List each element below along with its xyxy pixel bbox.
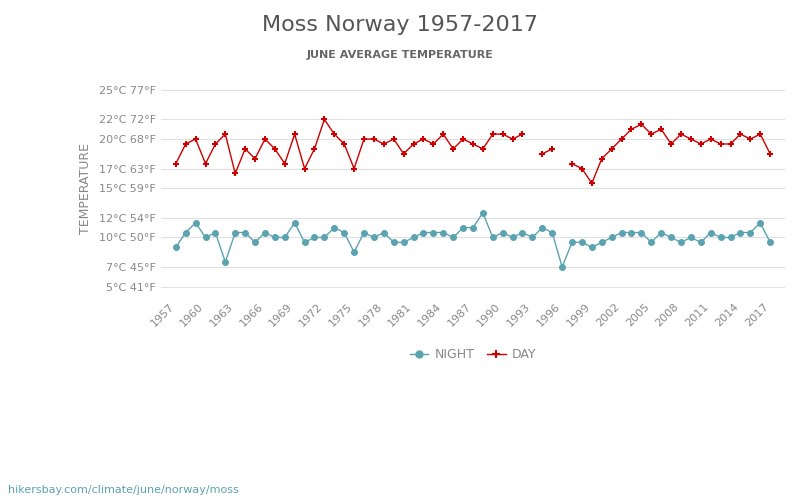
Y-axis label: TEMPERATURE: TEMPERATURE	[79, 143, 92, 234]
NIGHT	[766, 240, 775, 246]
NIGHT	[379, 230, 389, 235]
Text: hikersbay.com/climate/june/norway/moss: hikersbay.com/climate/june/norway/moss	[8, 485, 238, 495]
Text: JUNE AVERAGE TEMPERATURE: JUNE AVERAGE TEMPERATURE	[306, 50, 494, 60]
NIGHT	[558, 264, 567, 270]
DAY	[379, 141, 389, 147]
DAY	[290, 131, 299, 137]
DAY	[310, 146, 319, 152]
NIGHT	[171, 244, 181, 250]
DAY	[488, 131, 498, 137]
Line: NIGHT: NIGHT	[173, 210, 773, 270]
DAY	[171, 160, 181, 166]
DAY	[766, 151, 775, 157]
Text: Moss Norway 1957-2017: Moss Norway 1957-2017	[262, 15, 538, 35]
NIGHT	[478, 210, 488, 216]
NIGHT	[706, 230, 715, 235]
Legend: NIGHT, DAY: NIGHT, DAY	[405, 343, 542, 366]
Line: DAY: DAY	[172, 116, 774, 187]
NIGHT	[498, 230, 507, 235]
DAY	[696, 141, 706, 147]
NIGHT	[538, 224, 547, 230]
NIGHT	[310, 234, 319, 240]
NIGHT	[290, 220, 299, 226]
DAY	[538, 151, 547, 157]
